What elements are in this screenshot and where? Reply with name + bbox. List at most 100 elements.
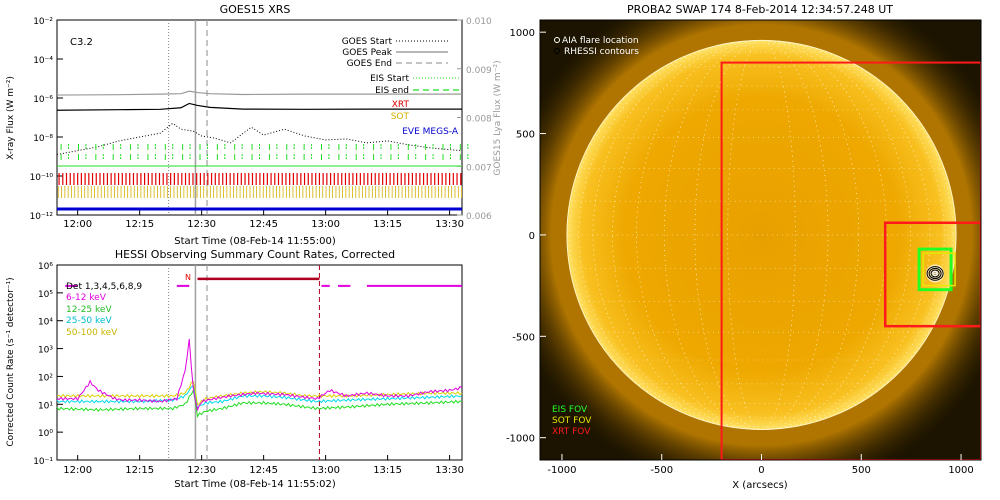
- hessi-y-ticks: 10⁶ 10⁵ 10⁴ 10³ 10² 10¹ 10⁰ 10⁻¹: [33, 262, 63, 467]
- eis-fov-box: [917, 247, 953, 292]
- legend-sot-fov: SOT FOV: [552, 416, 592, 426]
- legend-goes-peak: GOES Peak: [342, 48, 392, 58]
- goes-flare-class: C3.2: [70, 37, 93, 48]
- eis-raster-box: [883, 221, 981, 328]
- goes-ytick-label: 10⁻⁸: [33, 134, 53, 144]
- swap-xtick-label: -500: [650, 465, 673, 476]
- goes-x-ticks: 12:00 12:15 12:30 12:45 13:00 13:15 13:30: [63, 210, 464, 230]
- rhessi-contour: [930, 269, 940, 278]
- goes-xtick-label: 12:30: [187, 219, 216, 230]
- hessi-series-line: [56, 388, 463, 419]
- goes-ytick-label: 10⁻¹⁰: [30, 173, 54, 183]
- swap-title: PROBA2 SWAP 174 8-Feb-2014 12:34:57.248 …: [627, 3, 893, 16]
- grid-longitude: [636, 40, 887, 430]
- grid-longitude: [694, 40, 829, 430]
- goes-panel: GOES15 XRS X-ray Flux (W m⁻²) GOES15 Lya…: [6, 3, 503, 247]
- legend-aia: AIA flare location: [562, 36, 639, 46]
- hessi-series: [56, 338, 463, 419]
- hessi-plot-frame: [56, 264, 463, 461]
- rhessi-legend-symbol: [554, 48, 560, 54]
- swap-xtick-label: -1000: [547, 465, 576, 476]
- goes-xtick-label: 12:45: [249, 219, 278, 230]
- goes-ylabel: X-ray Flux (W m⁻²): [6, 76, 16, 160]
- goes-xtick-label: 12:00: [63, 219, 92, 230]
- goes-y2label: GOES15 Lya Flux (W m⁻²): [493, 60, 503, 175]
- legend-50-100: 50-100 keV: [66, 328, 118, 338]
- legend-goes-start: GOES Start: [342, 37, 393, 47]
- hessi-series-line: [56, 385, 463, 410]
- goes-series-line: [56, 90, 462, 96]
- swap-plot-frame: [539, 19, 982, 461]
- legend-det: Det 1,3,4,5,6,8,9: [66, 282, 142, 292]
- swap-ytick-label: 0: [529, 231, 535, 242]
- goes-ytick-label: 10⁻¹²: [30, 212, 54, 222]
- goes-y2tick-label: 0.010: [466, 17, 492, 27]
- hessi-ytick-label: 10³: [38, 346, 53, 356]
- hessi-series-line: [56, 338, 463, 412]
- grid-longitude: [592, 40, 931, 430]
- goes-series: [56, 90, 463, 156]
- goes-ytick-label: 10⁻⁶: [33, 95, 53, 105]
- hessi-ytick-label: 10⁻¹: [33, 457, 53, 467]
- hessi-ytick-label: 10¹: [38, 401, 53, 411]
- legend-goes-end: GOES End: [347, 59, 392, 69]
- hessi-xtick-label: 13:15: [373, 465, 402, 476]
- legend-xrt-fov: XRT FOV: [552, 427, 591, 437]
- legend-6-12: 6-12 keV: [66, 293, 107, 303]
- instrument-bands: [57, 144, 469, 211]
- goes-title: GOES15 XRS: [220, 3, 291, 16]
- hessi-x-ticks: 12:00 12:15 12:30 12:45 13:00 13:15 13:30: [63, 455, 464, 476]
- goes-series-line: [56, 122, 463, 156]
- grid-longitude: [578, 40, 945, 430]
- flare-bright-spot: [926, 264, 945, 283]
- swap-legend: AIA flare location RHESSI contours: [554, 36, 639, 57]
- goes-xtick-label: 13:30: [435, 219, 464, 230]
- hessi-title: HESSI Observing Summary Count Rates, Cor…: [115, 248, 395, 261]
- swap-xlabel: X (arcsecs): [732, 480, 788, 491]
- legend-rhessi: RHESSI contours: [564, 47, 639, 57]
- goes-series-line: [56, 102, 462, 111]
- swap-ytick-label: -500: [512, 332, 535, 343]
- hessi-ytick-label: 10⁵: [38, 290, 53, 300]
- hessi-ytick-label: 10⁰: [38, 429, 53, 439]
- night-flag-label: N: [185, 273, 191, 282]
- hessi-xtick-label: 13:00: [311, 465, 340, 476]
- sot-fov-box: [922, 252, 956, 287]
- hessi-xlabel: Start Time (08-Feb-14 11:55:02): [174, 479, 336, 490]
- fov-legend: EIS FOV SOT FOV XRT FOV: [552, 405, 592, 437]
- hessi-xtick-label: 12:00: [63, 465, 92, 476]
- swap-y-ticks: 1000 500 0 -500 -1000: [506, 28, 546, 445]
- hessi-xtick-label: 12:15: [125, 465, 154, 476]
- goes-y-ticks: 10⁻² 10⁻⁴ 10⁻⁶ 10⁻⁸ 10⁻¹⁰ 10⁻¹²: [30, 17, 63, 222]
- hessi-xtick-label: 13:30: [435, 465, 464, 476]
- goes-xtick-label: 13:15: [373, 219, 402, 230]
- hessi-ytick-label: 10⁴: [38, 318, 53, 328]
- swap-panel: PROBA2 SWAP 174 8-Feb-2014 12:34:57.248 …: [506, 3, 982, 491]
- legend-eis-end: EIS end: [375, 86, 409, 96]
- goes-y2tick-label: 0.009: [466, 66, 492, 76]
- goes-xlabel: Start Time (08-Feb-14 11:55:00): [174, 236, 336, 247]
- hessi-panel: HESSI Observing Summary Count Rates, Cor…: [6, 248, 464, 490]
- goes-flare-markers: [168, 20, 208, 215]
- flare-contours: [926, 264, 945, 283]
- goes-xtick-label: 12:15: [125, 219, 154, 230]
- swap-xtick-label: 500: [852, 465, 871, 476]
- grid-longitude: [727, 40, 796, 430]
- swap-xtick-label: 1000: [948, 465, 973, 476]
- legend-eis-start: EIS Start: [370, 74, 409, 84]
- hessi-xtick-label: 12:45: [249, 465, 278, 476]
- hessi-ylabel: Corrected Count Rate (s⁻¹ detector⁻¹): [6, 277, 16, 446]
- goes-ytick-label: 10⁻⁴: [33, 56, 53, 66]
- hessi-markers: [168, 265, 320, 460]
- rhessi-contour: [926, 266, 944, 281]
- heliographic-grid: [566, 40, 957, 430]
- goes-ytick-label: 10⁻²: [33, 17, 53, 27]
- swap-xtick-label: 0: [758, 465, 764, 476]
- hessi-flags: [65, 277, 462, 287]
- hessi-xtick-label: 12:30: [187, 465, 216, 476]
- swap-ytick-label: 1000: [510, 28, 535, 39]
- aia-legend-symbol: [554, 37, 560, 43]
- legend-25-50: 25-50 keV: [66, 316, 112, 326]
- hessi-ytick-label: 10²: [38, 373, 53, 383]
